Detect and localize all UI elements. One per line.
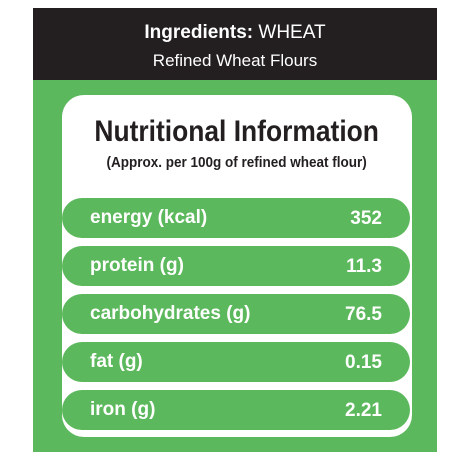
ingredients-subtitle: Refined Wheat Flours xyxy=(152,51,318,70)
nutrient-label: protein (g) xyxy=(90,255,184,276)
nutrient-value: 2.21 xyxy=(345,400,382,421)
ingredients: WHEAT xyxy=(258,22,326,43)
ingredients-header: Ingredients: WHEAT Refined Wheat Flours xyxy=(33,8,437,80)
nutrition-panel: Nutritional Information (Approx. per 100… xyxy=(62,95,412,437)
ingredients-label: Ingredients: xyxy=(144,22,254,43)
nutrient-row: energy (kcal) 352 xyxy=(62,198,410,238)
nutrient-label: iron (g) xyxy=(90,399,156,420)
nutrient-row: fat (g) 0.15 xyxy=(62,342,410,382)
panel-title: Nutritional Information xyxy=(94,115,380,148)
panel-title-box: Nutritional Information xyxy=(62,115,412,149)
nutrient-row: carbohydrates (g) 76.5 xyxy=(62,294,410,334)
nutrient-label: energy (kcal) xyxy=(90,207,208,228)
ingredients-line: Ingredients: WHEAT xyxy=(33,22,437,44)
nutrient-label: carbohydrates (g) xyxy=(90,303,251,324)
nutrient-value: 11.3 xyxy=(346,256,382,277)
panel-subtitle-box: (Approx. per 100g of refined wheat flour… xyxy=(62,154,412,171)
nutrient-value: 0.15 xyxy=(345,352,382,373)
nutrient-row: protein (g) 11.3 xyxy=(62,246,410,286)
nutrient-value: 352 xyxy=(350,208,382,229)
nutrient-row: iron (g) 2.21 xyxy=(62,390,410,430)
nutrient-label: fat (g) xyxy=(90,351,143,372)
panel-subtitle: (Approx. per 100g of refined wheat flour… xyxy=(106,154,368,171)
nutrient-value: 76.5 xyxy=(345,304,382,325)
